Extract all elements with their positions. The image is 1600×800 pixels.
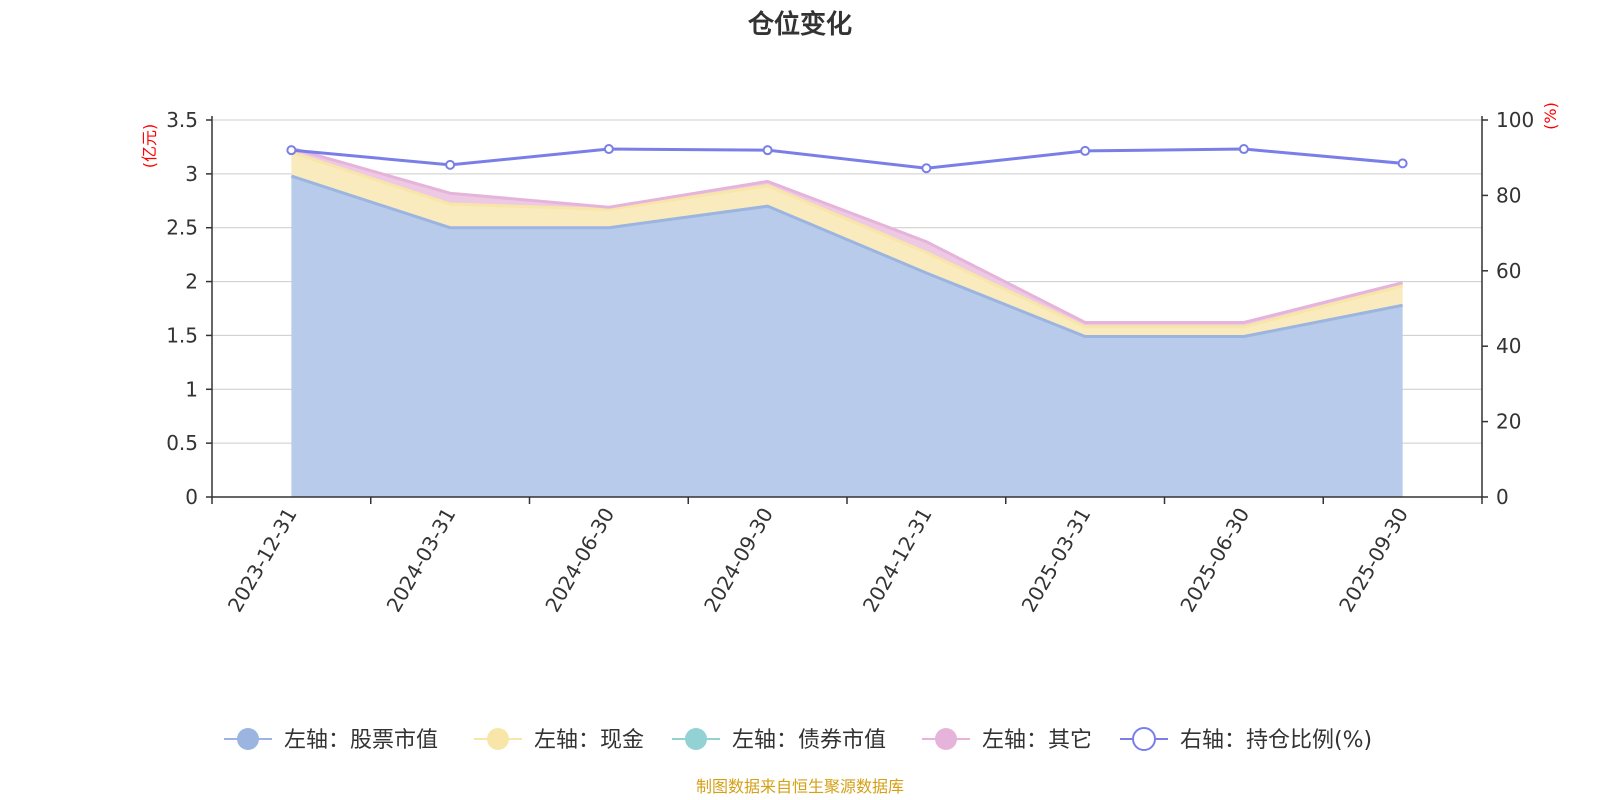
ratio-point (286, 145, 297, 156)
left-tick-label: 3 (185, 162, 198, 186)
left-tick-label: 3.5 (166, 108, 198, 132)
area-line-series-3 (290, 146, 1403, 325)
legend-item-1[interactable]: 左轴：现金 (474, 728, 644, 753)
x-tick-label: 2025-03-31 (1017, 504, 1096, 617)
legend-label: 左轴：现金 (534, 728, 644, 753)
x-tick-label: 2025-06-30 (1175, 504, 1254, 617)
legend-label: 左轴：债券市值 (732, 728, 886, 753)
chart-title: 仓位变化 (747, 9, 852, 40)
left-tick-label: 0 (185, 485, 198, 509)
left-axis-label: (亿元) (140, 124, 159, 169)
legend-swatch-marker (935, 728, 957, 750)
left-tick-label: 2 (185, 270, 198, 294)
area-line-series-0 (290, 174, 1403, 339)
legend-item-2[interactable]: 左轴：债券市值 (672, 728, 886, 753)
right-tick-label: 60 (1496, 259, 1521, 283)
legend-label: 右轴：持仓比例(%) (1180, 728, 1372, 753)
area-line-series-1 (290, 150, 1403, 329)
ratio-point (921, 163, 932, 174)
area-series-1 (291, 152, 1403, 337)
ratio-point (1080, 145, 1091, 156)
x-tick-label: 2024-06-30 (540, 504, 619, 617)
x-tick-label: 2024-03-31 (382, 504, 461, 617)
right-tick-label: 100 (1496, 108, 1534, 132)
ratio-point (1397, 158, 1408, 169)
ratio-line (286, 144, 1408, 174)
ratio-point (603, 144, 614, 155)
legend-item-4[interactable]: 右轴：持仓比例(%) (1120, 727, 1372, 753)
right-axis-label: (%) (1541, 102, 1560, 130)
x-tick-label: 2024-12-31 (858, 504, 937, 617)
legend-label: 左轴：股票市值 (284, 728, 438, 753)
area-series-0 (291, 176, 1403, 498)
left-tick-label: 1 (185, 377, 198, 401)
right-tick-label: 40 (1496, 334, 1521, 358)
x-tick-label: 2025-09-30 (1334, 504, 1413, 617)
legend-item-3[interactable]: 左轴：其它 (922, 728, 1092, 753)
right-tick-label: 20 (1496, 410, 1521, 434)
left-tick-label: 0.5 (166, 431, 198, 455)
legend-item-0[interactable]: 左轴：股票市值 (224, 728, 438, 753)
ratio-polyline (291, 147, 1403, 170)
source-note: 制图数据来自恒生聚源数据库 (696, 777, 904, 796)
legend-swatch-marker (685, 728, 707, 750)
x-tick-label: 2024-09-30 (699, 504, 778, 617)
ratio-point (762, 145, 773, 156)
right-tick-label: 0 (1496, 485, 1509, 509)
legend[interactable]: 左轴：股票市值 左轴：现金 左轴：债券市值 左轴：其它 右轴：持仓比例(%) (224, 727, 1372, 753)
ratio-point (1238, 144, 1249, 155)
legend-swatch-marker (1132, 727, 1156, 751)
ratio-point (445, 159, 456, 170)
left-tick-label: 1.5 (166, 323, 198, 347)
right-tick-label: 80 (1496, 183, 1521, 207)
left-tick-label: 2.5 (166, 216, 198, 240)
legend-swatch-marker (237, 728, 259, 750)
stacked-areas (290, 146, 1403, 498)
x-tick-label: 2023-12-31 (223, 504, 302, 617)
legend-swatch-marker (487, 728, 509, 750)
legend-label: 左轴：其它 (982, 728, 1092, 753)
